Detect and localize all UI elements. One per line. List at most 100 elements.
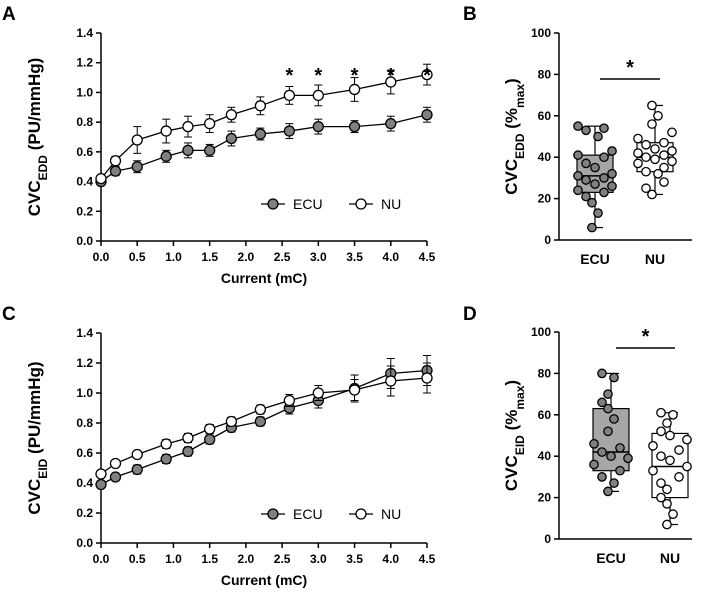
panel-label: B bbox=[463, 4, 477, 25]
data-point bbox=[656, 407, 666, 418]
data-point bbox=[609, 414, 619, 424]
data-point bbox=[641, 183, 651, 194]
data-point bbox=[254, 415, 267, 428]
data-point bbox=[204, 117, 216, 130]
data-point bbox=[131, 134, 143, 146]
y-tick-label: 20 bbox=[538, 491, 552, 505]
x-axis-title: Current (mC) bbox=[221, 270, 307, 286]
data-point bbox=[581, 191, 591, 202]
data-point bbox=[160, 125, 172, 137]
data-point bbox=[385, 117, 397, 130]
y-axis-title: CVCEDD (%max) bbox=[502, 78, 527, 194]
y-tick-label: 0.6 bbox=[76, 446, 93, 460]
panel-a: A 0.0 0.2 0.4 0.6 0.8 1.0 1.2 1.4 0.0 0.5 1.0 1.5 2.0… bbox=[2, 4, 436, 286]
data-point bbox=[597, 447, 607, 457]
data-point bbox=[312, 89, 324, 102]
data-point bbox=[609, 478, 619, 488]
data-point bbox=[650, 144, 660, 154]
data-point bbox=[283, 89, 296, 102]
data-point bbox=[312, 120, 324, 133]
y-tick-label: 1.4 bbox=[76, 326, 93, 340]
data-point bbox=[607, 146, 617, 156]
data-point bbox=[204, 144, 216, 157]
data-point bbox=[606, 451, 616, 462]
series-ecu bbox=[95, 106, 433, 188]
x-tick-label: 0.5 bbox=[129, 552, 146, 566]
significance-star: * bbox=[387, 65, 395, 87]
data-point bbox=[665, 430, 675, 441]
data-point bbox=[659, 177, 669, 187]
data-point bbox=[599, 152, 609, 163]
series-line bbox=[100, 114, 428, 183]
legend-marker bbox=[267, 508, 279, 520]
y-tick-label: 0.2 bbox=[76, 204, 93, 218]
data-point bbox=[648, 440, 658, 451]
data-point bbox=[204, 433, 216, 446]
data-point bbox=[633, 158, 643, 169]
data-point bbox=[131, 448, 143, 461]
data-point bbox=[581, 125, 591, 136]
series-line bbox=[100, 369, 428, 486]
legend-marker bbox=[355, 508, 367, 520]
y-tick-label: 60 bbox=[538, 109, 552, 123]
data-point bbox=[603, 403, 613, 414]
panel-d: D 0 20 40 60 80 100 CVCEID (%max) ECU NU * bbox=[463, 304, 692, 566]
data-point bbox=[603, 486, 613, 497]
significance-star: * bbox=[642, 326, 650, 348]
data-point bbox=[573, 150, 583, 160]
y-tick-label: 80 bbox=[538, 67, 552, 81]
data-point bbox=[385, 375, 397, 387]
y-tick-label: 80 bbox=[538, 366, 552, 380]
significance-star: * bbox=[626, 57, 634, 79]
box-ecu bbox=[589, 368, 633, 497]
x-tick-label: 3.0 bbox=[310, 552, 327, 566]
data-point bbox=[109, 165, 122, 177]
x-tick-label: 4.0 bbox=[382, 250, 399, 264]
panel-label: C bbox=[2, 304, 16, 325]
data-point bbox=[609, 372, 619, 383]
legend: ECU NU bbox=[261, 196, 401, 212]
data-point bbox=[641, 152, 651, 163]
data-point bbox=[283, 394, 296, 407]
data-point bbox=[667, 146, 677, 156]
y-axis-title: CVCEID (%max) bbox=[502, 380, 527, 491]
data-point bbox=[573, 170, 583, 181]
panel-b: B 0 20 40 60 80 100 CVCEDD (%max) ECU NU * bbox=[463, 4, 692, 267]
legend-label: ECU bbox=[293, 196, 323, 212]
x-tick-label: ECU bbox=[580, 251, 610, 267]
data-point bbox=[109, 155, 122, 167]
significance-star: * bbox=[314, 65, 322, 87]
data-point bbox=[131, 463, 143, 476]
data-point bbox=[667, 127, 677, 138]
y-tick-label: 1.4 bbox=[76, 26, 93, 40]
x-tick-label: 1.5 bbox=[201, 250, 218, 264]
series-ecu bbox=[95, 355, 433, 491]
x-tick-label: NU bbox=[660, 550, 680, 566]
x-tick-label: 3.0 bbox=[310, 250, 327, 264]
legend-label: NU bbox=[381, 196, 401, 212]
data-point bbox=[650, 154, 660, 165]
data-point bbox=[656, 426, 666, 437]
data-point bbox=[641, 166, 651, 177]
x-tick-label: NU bbox=[645, 251, 665, 267]
data-point bbox=[647, 119, 657, 129]
significance-star: * bbox=[423, 65, 431, 87]
data-point bbox=[599, 187, 609, 198]
data-point bbox=[160, 150, 172, 162]
legend-label: ECU bbox=[293, 506, 323, 522]
data-point bbox=[283, 125, 296, 137]
data-point bbox=[95, 478, 107, 491]
data-point bbox=[656, 492, 666, 503]
legend-marker bbox=[267, 198, 279, 210]
y-axis-title: CVCEDD (PU/mmHg) bbox=[25, 58, 50, 217]
data-point bbox=[254, 128, 267, 140]
data-point bbox=[656, 451, 666, 462]
data-point bbox=[109, 457, 122, 470]
data-point bbox=[597, 472, 607, 482]
data-point bbox=[182, 432, 194, 444]
x-tick-label: 2.0 bbox=[238, 250, 255, 264]
data-point bbox=[95, 172, 107, 185]
data-point bbox=[581, 175, 591, 185]
data-point bbox=[160, 453, 172, 465]
